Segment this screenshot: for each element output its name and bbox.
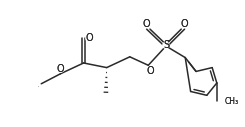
Text: CH₃: CH₃ <box>224 97 239 106</box>
Text: O: O <box>57 64 64 74</box>
Circle shape <box>147 68 154 74</box>
Text: CH₃: CH₃ <box>224 97 239 106</box>
Text: O: O <box>147 66 154 76</box>
Circle shape <box>181 21 188 28</box>
Text: O: O <box>57 64 64 74</box>
Text: O: O <box>147 66 154 76</box>
Text: O: O <box>85 33 93 43</box>
Text: O: O <box>143 19 150 29</box>
Circle shape <box>86 35 92 41</box>
Text: O: O <box>143 19 150 29</box>
Circle shape <box>163 42 169 48</box>
Text: S: S <box>163 40 169 50</box>
Text: O: O <box>37 86 39 87</box>
Text: O: O <box>85 33 93 43</box>
Circle shape <box>144 21 150 28</box>
Text: O: O <box>181 19 188 29</box>
Text: O: O <box>181 19 188 29</box>
Circle shape <box>57 66 64 72</box>
Text: S: S <box>163 40 169 50</box>
